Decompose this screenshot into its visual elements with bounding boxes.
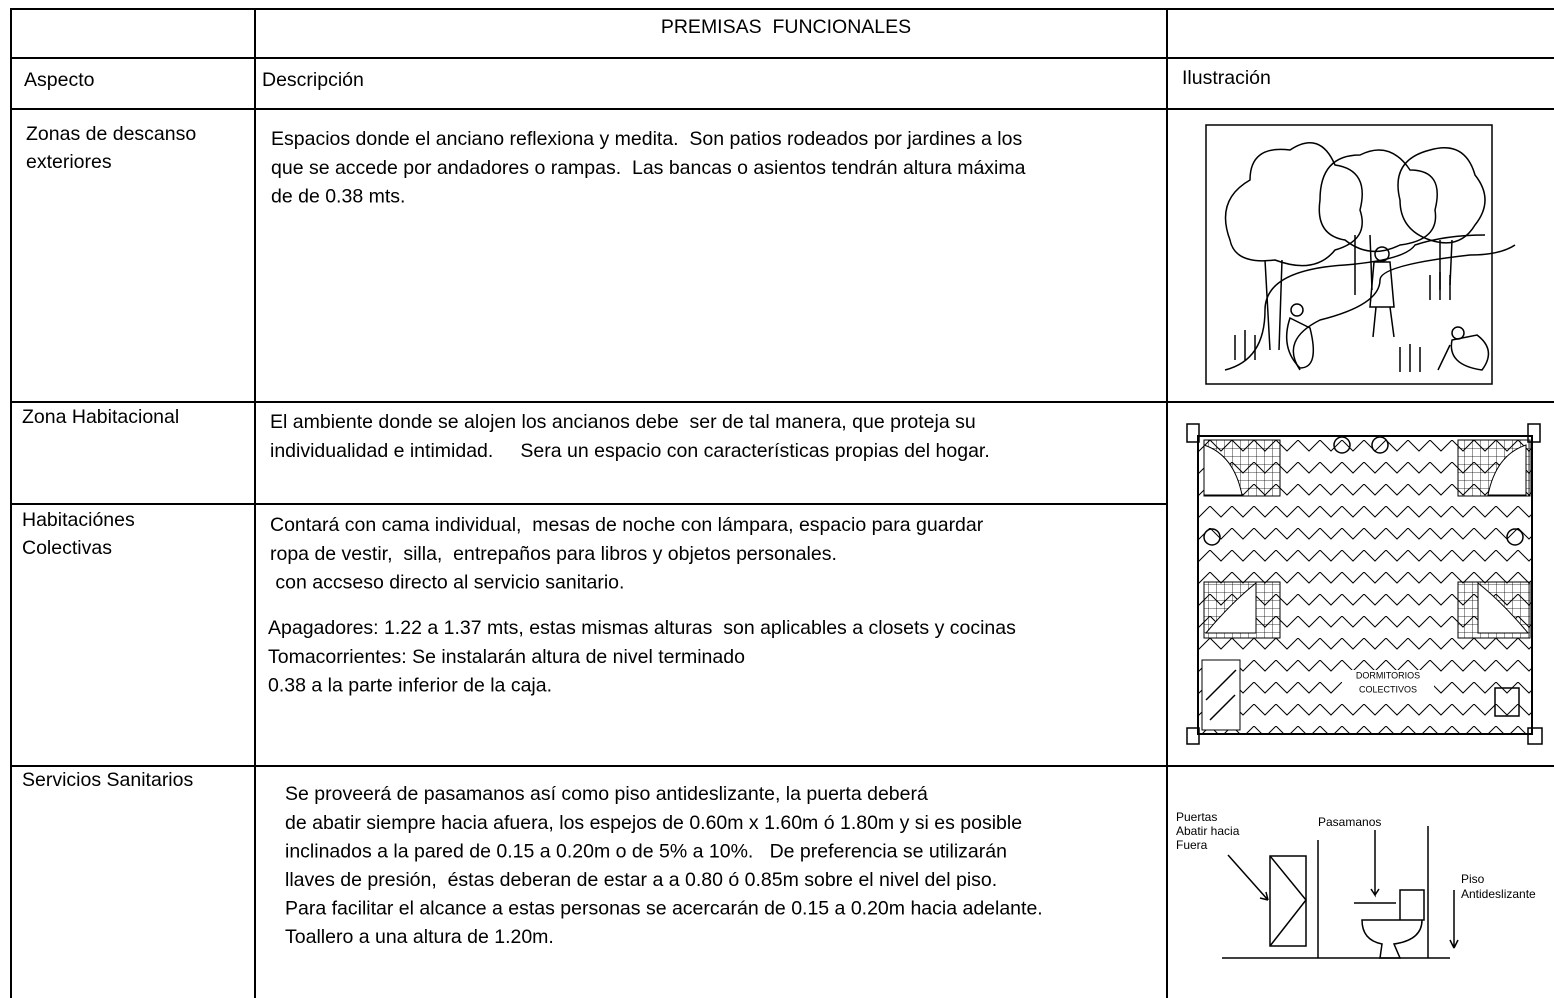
description-line: que se accede por andadores o rampas. La… <box>271 157 1026 179</box>
description-line: 0.38 a la parte inferior de la caja. <box>268 674 552 696</box>
aspect-text: Servicios Sanitarios <box>22 769 193 791</box>
sanitary-illustration: Puertas Abatir hacia Fuera Pasamanos Pis… <box>1176 810 1536 959</box>
column-header: Ilustración <box>1182 67 1271 89</box>
description-line: de abatir siempre hacia afuera, los espe… <box>285 812 1022 834</box>
aspect-text: Habitaciónes <box>22 509 135 531</box>
description-line: Tomacorrientes: Se instalarán altura de … <box>268 646 745 668</box>
diagram-label: Abatir hacia <box>1176 824 1240 838</box>
description-line: ropa de vestir, silla, entrepaños para l… <box>270 543 837 565</box>
page-title: PREMISAS FUNCIONALES <box>661 16 911 38</box>
table-grid <box>10 8 1554 998</box>
description-line: individualidad e intimidad. Sera un espa… <box>270 440 990 462</box>
plan-label: DORMITORIOS <box>1356 670 1420 680</box>
dormitory-plan: DORMITORIOS COLECTIVOS <box>1186 423 1543 745</box>
diagram-label: Antideslizante <box>1461 887 1536 901</box>
diagram-label: Pasamanos <box>1318 815 1381 829</box>
column-header: Descripción <box>262 69 364 91</box>
garden-illustration <box>1205 124 1516 385</box>
diagram-label: Fuera <box>1176 838 1208 852</box>
diagram-label: Piso <box>1461 872 1485 886</box>
aspect-text: Zonas de descanso <box>26 123 196 145</box>
description-line: con accseso directo al servicio sanitari… <box>270 571 624 593</box>
description-line: Toallero a una altura de 1.20m. <box>285 926 554 948</box>
description-line: llaves de presión, éstas deberan de esta… <box>285 869 997 891</box>
diagram-label: Puertas <box>1176 810 1217 824</box>
description-line: Contará con cama individual, mesas de no… <box>270 514 984 536</box>
description-line: Apagadores: 1.22 a 1.37 mts, estas misma… <box>268 617 1016 639</box>
aspect-text: Colectivas <box>22 537 112 559</box>
description-line: Para facilitar el alcance a estas person… <box>285 898 1043 920</box>
column-header: Aspecto <box>24 69 95 91</box>
description-line: Se proveerá de pasamanos así como piso a… <box>285 783 928 805</box>
description-line: Espacios donde el anciano reflexiona y m… <box>271 128 1022 150</box>
aspect-text: Zona Habitacional <box>22 406 179 428</box>
plan-label: COLECTIVOS <box>1359 684 1417 694</box>
description-line: de de 0.38 mts. <box>271 185 405 207</box>
description-line: inclinados a la pared de 0.15 a 0.20m o … <box>285 840 1007 862</box>
description-line: El ambiente donde se alojen los ancianos… <box>270 411 976 433</box>
aspect-text: exteriores <box>26 151 112 173</box>
